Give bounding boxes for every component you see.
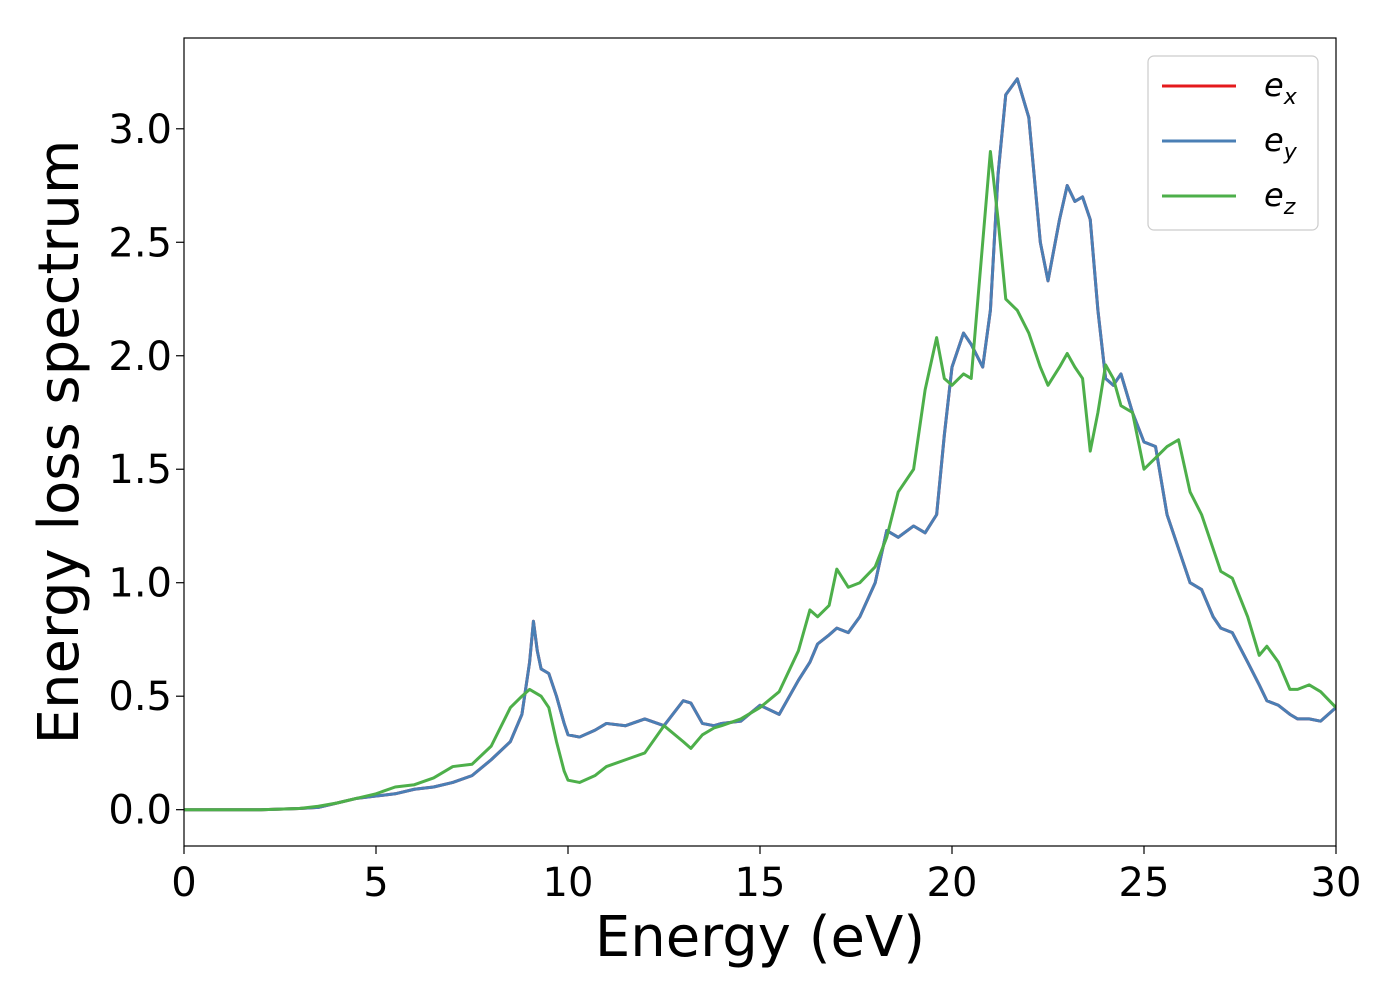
y-tick-label: 1.5 — [108, 447, 172, 493]
y-tick-label: 1.0 — [108, 561, 172, 607]
legend-box — [1147, 55, 1319, 231]
y-axis-label: Energy loss spectrum — [27, 140, 92, 745]
y-tick-label: 3.0 — [108, 107, 172, 153]
legend: ex ey ez — [1147, 55, 1319, 231]
legend-label-z: ez — [1264, 176, 1296, 220]
series-line-z — [184, 149, 1336, 812]
axis-ticks: 0 5 10 15 20 25 30 0.0 0.5 1.0 1.5 2.0 2.5 3.0 — [108, 107, 1361, 906]
x-tick-label: 25 — [1119, 860, 1170, 906]
series-layer — [184, 77, 1336, 812]
x-tick-label: 15 — [735, 860, 786, 906]
x-tick-label: 30 — [1311, 860, 1362, 906]
x-axis-label: Energy (eV) — [595, 905, 925, 970]
x-tick-label: 20 — [927, 860, 978, 906]
y-tick-label: 2.5 — [108, 220, 172, 266]
series-line-y — [184, 77, 1336, 812]
y-tick-label: 0.0 — [108, 788, 172, 834]
legend-label-x: ex — [1264, 66, 1298, 110]
y-tick-label: 0.5 — [108, 674, 172, 720]
x-tick-label: 10 — [543, 860, 594, 906]
x-tick-label: 5 — [363, 860, 388, 906]
x-tick-label: 0 — [171, 860, 196, 906]
legend-label-y: ey — [1264, 121, 1298, 165]
y-tick-label: 2.0 — [108, 334, 172, 380]
